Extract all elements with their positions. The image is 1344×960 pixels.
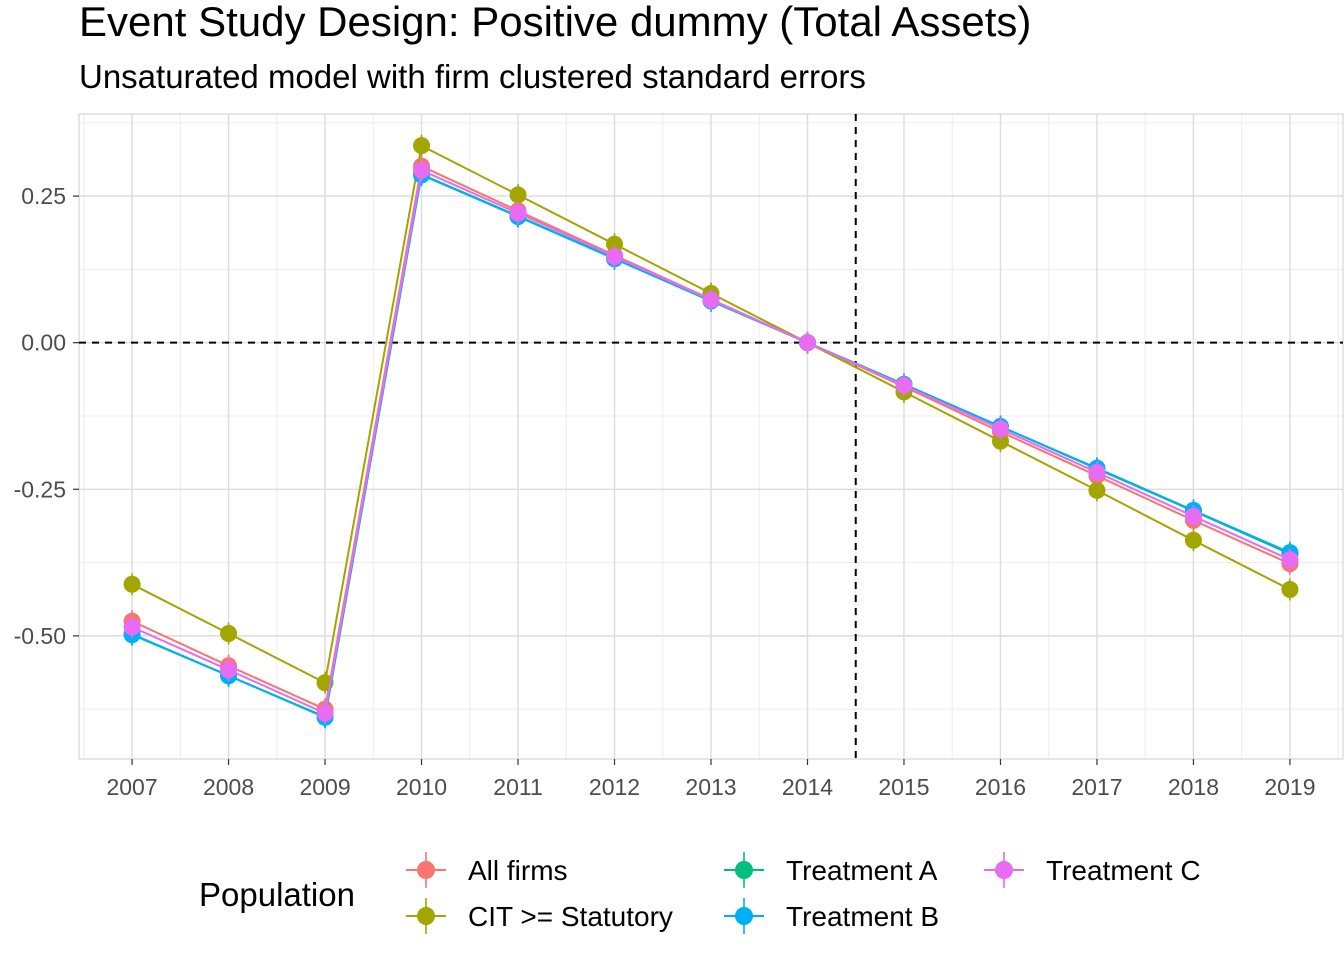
- data-point: [413, 137, 431, 155]
- y-axis: 0.25 0.00 -0.25 -0.50: [14, 183, 79, 649]
- legend-item: CIT >= Statutory: [406, 898, 673, 934]
- data-point: [991, 432, 1009, 450]
- data-point: [1184, 531, 1202, 549]
- x-tick-label: 2017: [1071, 774, 1122, 800]
- series-layer: [123, 134, 1299, 729]
- legend-key-point: [995, 861, 1013, 879]
- legend-label: Treatment A: [786, 855, 938, 886]
- legend-key-point: [417, 907, 435, 925]
- major-grid: [79, 114, 1343, 759]
- reference-lines: [79, 114, 1343, 759]
- x-tick-label: 2016: [975, 774, 1026, 800]
- legend-item: Treatment A: [724, 852, 938, 888]
- data-point: [991, 420, 1009, 438]
- data-point: [895, 376, 913, 394]
- x-tick-label: 2013: [685, 774, 736, 800]
- data-point: [509, 204, 527, 222]
- x-tick-label: 2012: [589, 774, 640, 800]
- legend-label: All firms: [468, 855, 568, 886]
- series-treatment-c: [123, 159, 1299, 725]
- data-point: [702, 291, 720, 309]
- legend-title: Population: [199, 876, 355, 913]
- data-point: [1088, 463, 1106, 481]
- x-tick-label: 2007: [106, 774, 157, 800]
- x-tick-label: 2008: [203, 774, 254, 800]
- legend-label: Treatment B: [786, 901, 939, 932]
- data-point: [316, 704, 334, 722]
- x-axis: 2007 2008 2009 2010 2011 2012 2013 2014 2015 2016…: [106, 759, 1316, 800]
- data-point: [413, 161, 431, 179]
- x-tick-label: 2015: [878, 774, 929, 800]
- legend-key-point: [417, 861, 435, 879]
- data-point: [123, 618, 141, 636]
- y-tick-label: -0.50: [14, 623, 66, 649]
- legend-key-point: [735, 907, 753, 925]
- legend-label: CIT >= Statutory: [468, 901, 673, 932]
- legend-key-point: [735, 861, 753, 879]
- data-point: [220, 625, 238, 643]
- chart-subtitle: Unsaturated model with firm clustered st…: [79, 58, 866, 95]
- data-point: [1281, 551, 1299, 569]
- x-tick-label: 2018: [1168, 774, 1219, 800]
- x-tick-label: 2019: [1264, 774, 1315, 800]
- x-tick-label: 2011: [493, 774, 542, 800]
- legend: Population All firms CIT >= Statutory Treat…: [199, 852, 1201, 934]
- y-tick-label: -0.25: [14, 476, 66, 502]
- data-point: [1184, 507, 1202, 525]
- y-tick-label: 0.00: [21, 330, 66, 356]
- chart-title: Event Study Design: Positive dummy (Tota…: [79, 0, 1032, 45]
- x-tick-label: 2014: [782, 774, 833, 800]
- minor-grid: [79, 114, 1343, 759]
- data-point: [606, 235, 624, 253]
- data-point: [509, 186, 527, 204]
- data-point: [606, 247, 624, 265]
- data-point: [123, 575, 141, 593]
- data-point: [1281, 581, 1299, 599]
- legend-item: All firms: [406, 852, 568, 888]
- data-point: [798, 334, 816, 352]
- legend-item: Treatment B: [724, 898, 939, 934]
- x-tick-label: 2009: [299, 774, 350, 800]
- legend-item: Treatment C: [984, 852, 1201, 888]
- y-tick-label: 0.25: [21, 183, 66, 209]
- x-tick-label: 2010: [396, 774, 447, 800]
- data-point: [1088, 481, 1106, 499]
- data-point: [220, 661, 238, 679]
- legend-label: Treatment C: [1046, 855, 1201, 886]
